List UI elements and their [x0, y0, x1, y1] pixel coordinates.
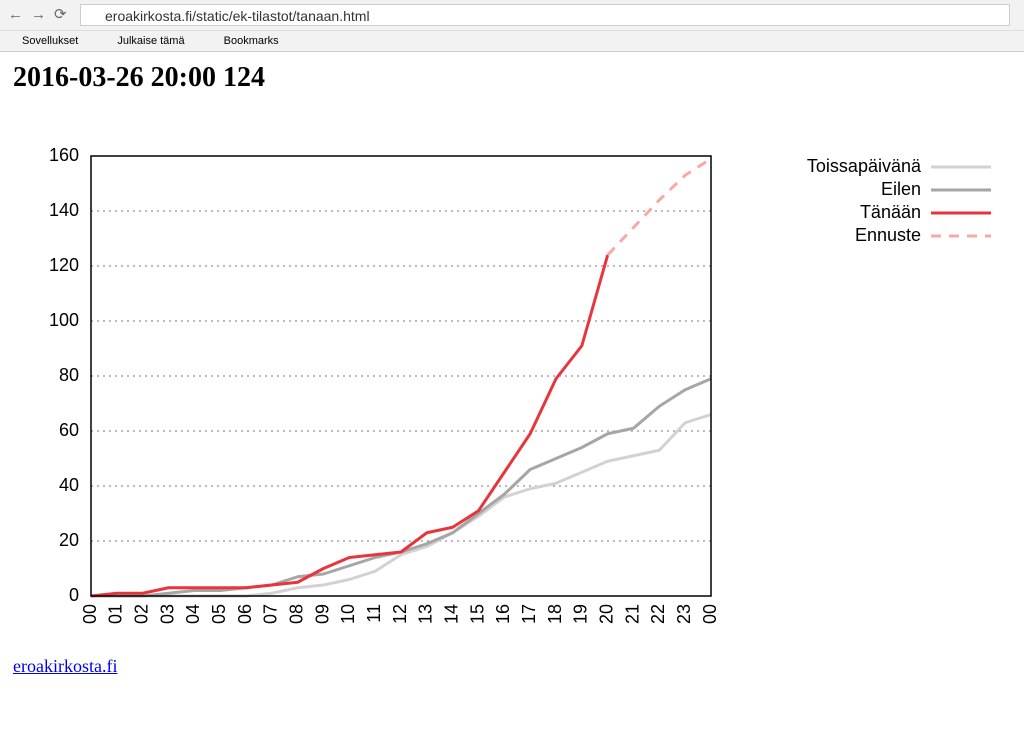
x-tick-label: 00 [80, 604, 100, 624]
y-tick-label: 80 [59, 365, 79, 385]
series-line [606, 157, 712, 257]
legend-label: Eilen [881, 179, 921, 199]
bookmark[interactable]: Sovellukset [22, 35, 79, 47]
x-tick-label: 00 [700, 604, 720, 624]
series-line [91, 377, 712, 598]
legend-label: Tänään [860, 202, 921, 222]
x-tick-label: 03 [157, 604, 177, 624]
x-tick-label: 19 [571, 604, 591, 624]
bookmark[interactable]: Julkaise tämä [117, 35, 185, 47]
y-tick-label: 60 [59, 420, 79, 440]
x-tick-label: 11 [364, 604, 384, 623]
x-tick-label: 13 [416, 604, 436, 624]
y-tick-label: 20 [59, 530, 79, 550]
x-tick-label: 23 [674, 604, 694, 624]
y-tick-label: 0 [69, 585, 79, 605]
x-tick-label: 07 [261, 604, 281, 624]
x-tick-label: 20 [596, 604, 616, 624]
bookmarks-bar: Sovellukset Julkaise tämä Bookmarks [0, 31, 1024, 52]
chart: 0 20 40 60 80 100 120 140 160 00 01 02 03 04 05 06 07 08 0… [49, 145, 991, 624]
x-tick-label: 09 [312, 604, 332, 624]
series-line [90, 254, 610, 598]
legend-label: Ennuste [855, 225, 921, 245]
y-tick-label: 100 [49, 310, 79, 330]
x-tick-label: 10 [338, 604, 358, 624]
heading: 2016-03-26 20:00 124 [13, 62, 265, 93]
address-bar[interactable]: eroakirkosta.fi/static/ek-tilastot/tanaa… [80, 4, 1010, 26]
y-tick-label: 140 [49, 200, 79, 220]
plot-frame [90, 155, 712, 597]
x-tick-label: 05 [209, 604, 229, 624]
x-tick-label: 02 [131, 604, 151, 624]
x-tick-label: 08 [286, 604, 306, 624]
bookmark[interactable]: Bookmarks [223, 35, 279, 47]
legend-label: Toissapäivänä [807, 156, 922, 176]
x-tick-label: 15 [467, 604, 487, 624]
x-tick-label: 01 [106, 604, 126, 624]
x-tick-label: 14 [441, 604, 461, 624]
x-tick-label: 18 [545, 604, 565, 624]
x-tick-label: 12 [390, 604, 410, 624]
x-tick-label: 22 [648, 604, 668, 624]
series-line [91, 413, 712, 598]
y-tick-label: 120 [49, 255, 79, 275]
link[interactable]: eroakirkosta.fi [13, 656, 118, 676]
nav-buttons[interactable]: ←→⟳ [8, 6, 75, 23]
y-tick-label: 40 [59, 475, 79, 495]
browser-toolbar: ←→⟳ eroakirkosta.fi/static/ek-tilastot/t… [0, 0, 1024, 31]
x-tick-label: 04 [183, 604, 203, 624]
x-tick-label: 21 [622, 604, 642, 624]
x-tick-label: 06 [235, 604, 255, 624]
x-tick-label: 17 [519, 604, 539, 624]
y-tick-label: 160 [49, 145, 79, 165]
x-tick-label: 16 [493, 604, 513, 624]
